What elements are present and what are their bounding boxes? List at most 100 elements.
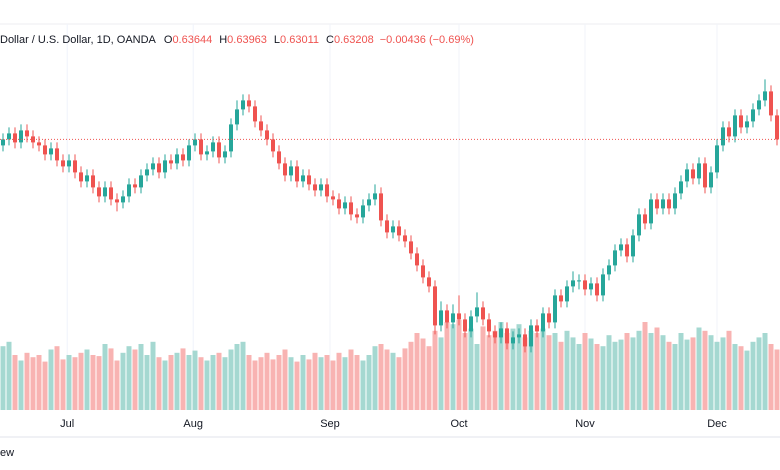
volume-bar xyxy=(450,324,456,410)
candle-body xyxy=(547,313,551,323)
volume-bar xyxy=(0,346,6,410)
volume-bar xyxy=(468,328,474,410)
volume-bar xyxy=(390,352,396,410)
volume-bar xyxy=(216,352,222,410)
volume-bar xyxy=(576,344,582,410)
volume-bar xyxy=(330,360,336,410)
volume-bar xyxy=(120,352,126,410)
volume-bar xyxy=(606,335,612,410)
volume-bar xyxy=(270,359,276,410)
volume-bar xyxy=(30,357,36,410)
volume-bar xyxy=(78,352,84,410)
candle-body xyxy=(283,163,287,176)
candle-body xyxy=(109,187,113,200)
footer-text: ew xyxy=(0,447,14,459)
candle-body xyxy=(367,199,371,206)
candle-body xyxy=(97,187,101,197)
candle-body xyxy=(313,184,317,191)
volume-bar xyxy=(582,333,588,410)
volume-bar xyxy=(192,350,198,410)
candle-body xyxy=(619,244,623,251)
volume-bar xyxy=(684,339,690,410)
volume-bar xyxy=(558,341,564,410)
volume-bar xyxy=(528,330,534,410)
candle-body xyxy=(517,334,521,338)
volume-bar xyxy=(222,357,228,410)
volume-bar xyxy=(486,335,492,410)
x-tick-label: Sep xyxy=(320,418,340,430)
candle-body xyxy=(217,142,221,158)
volume-bar xyxy=(426,346,432,410)
candle-body xyxy=(469,316,473,332)
candle-body xyxy=(529,325,533,347)
candle-body xyxy=(55,148,59,161)
volume-bar xyxy=(162,360,168,410)
candle-body xyxy=(565,286,569,302)
volume-bar xyxy=(102,344,108,410)
volume-bar xyxy=(708,335,714,410)
candle-body xyxy=(481,307,485,320)
candle-body xyxy=(763,91,767,101)
candle-body xyxy=(727,127,731,137)
volume-bar xyxy=(432,330,438,410)
volume-bar xyxy=(378,344,384,410)
volume-bar xyxy=(150,341,156,410)
candle-body xyxy=(61,160,65,167)
candle-body xyxy=(673,193,677,209)
candle-body xyxy=(487,319,491,332)
candle-body xyxy=(121,196,125,203)
candle-body xyxy=(463,319,467,332)
legend-label: L xyxy=(274,34,280,46)
volume-bar xyxy=(678,333,684,410)
candle-body xyxy=(607,265,611,275)
volume-bar xyxy=(774,349,780,410)
header: Dollar / U.S. Dollar, 1D, OANDA O0.63644 H… xyxy=(0,34,474,46)
volume-bar xyxy=(60,359,66,410)
candle-body xyxy=(43,145,47,155)
candle-body xyxy=(721,127,725,146)
volume-bar xyxy=(294,361,300,410)
volume-bar xyxy=(240,341,246,410)
candle-body xyxy=(13,133,17,143)
volume-bar xyxy=(84,349,90,410)
candle-body xyxy=(385,220,389,233)
volume-bar xyxy=(126,346,132,410)
candle-body xyxy=(1,139,5,146)
volume-bar xyxy=(228,349,234,410)
candle-body xyxy=(601,274,605,296)
candle-body xyxy=(295,166,299,182)
volume-bar xyxy=(24,352,30,410)
candle-body xyxy=(127,184,131,197)
volume-bar xyxy=(234,344,240,410)
candle-body xyxy=(325,184,329,197)
volume-bar xyxy=(36,355,42,410)
symbol: Dollar / U.S. Dollar, 1D, OANDA xyxy=(0,34,157,46)
volume-bar xyxy=(618,339,624,410)
candle-body xyxy=(415,253,419,266)
volume-bar xyxy=(18,360,24,410)
volume-bar xyxy=(480,326,486,410)
x-tick-label: Aug xyxy=(183,418,203,430)
volume-bar xyxy=(246,355,252,410)
volume-bar xyxy=(114,360,120,410)
candle-body xyxy=(355,214,359,218)
volume-bar xyxy=(306,359,312,410)
volume-bar xyxy=(288,357,294,410)
volume-bar xyxy=(714,341,720,410)
volume-bar xyxy=(666,341,672,410)
candle-body xyxy=(421,265,425,278)
candle-body xyxy=(427,277,431,287)
volume-bar xyxy=(384,349,390,410)
volume-bar xyxy=(588,338,594,410)
volume-bar xyxy=(456,319,462,410)
volume-bar xyxy=(168,355,174,410)
legend-value: 0.63644 xyxy=(172,34,212,46)
volume-bar xyxy=(702,330,708,410)
candle-body xyxy=(187,145,191,161)
volume-bar xyxy=(264,352,270,410)
volume-bar xyxy=(624,333,630,410)
candle-body xyxy=(379,193,383,221)
candle-body xyxy=(409,241,413,254)
candle-body xyxy=(475,307,479,317)
volume-bar xyxy=(396,357,402,410)
